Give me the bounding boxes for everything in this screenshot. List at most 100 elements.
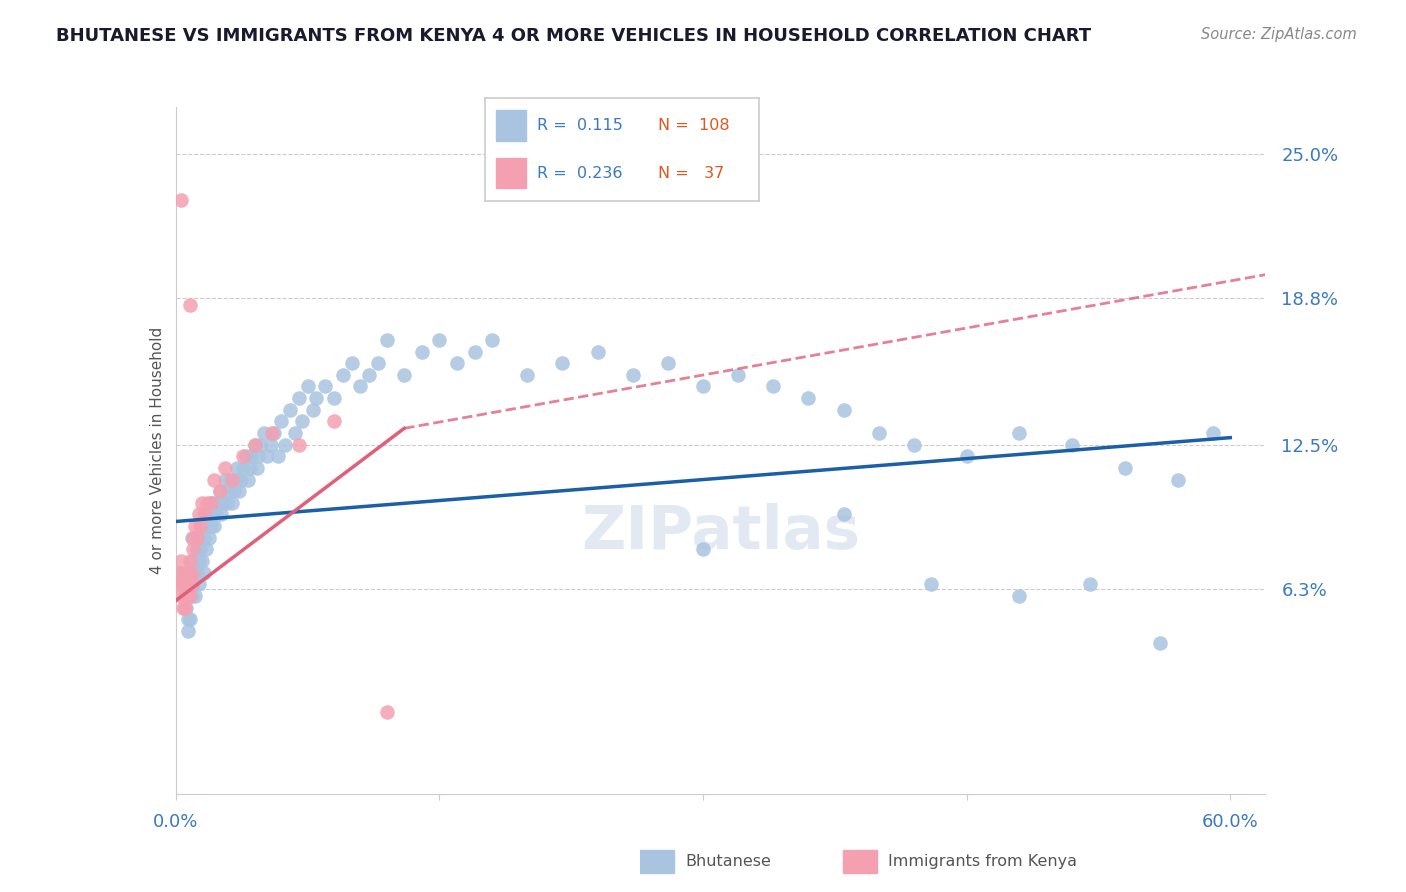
- Point: [225, 473, 247, 487]
- Bar: [842, 850, 877, 873]
- Text: N =  108: N = 108: [658, 119, 730, 133]
- Point: [305, 391, 328, 405]
- Point: [260, 437, 283, 451]
- Point: [323, 414, 346, 428]
- Point: [194, 542, 217, 557]
- Point: [179, 566, 201, 580]
- Point: [191, 554, 214, 568]
- Bar: [496, 111, 526, 141]
- Point: [291, 414, 314, 428]
- Point: [921, 577, 943, 591]
- Text: ZIPatlas: ZIPatlas: [581, 503, 860, 562]
- Point: [221, 496, 243, 510]
- Point: [236, 473, 259, 487]
- Point: [201, 508, 224, 522]
- Point: [180, 566, 202, 580]
- Point: [832, 402, 855, 417]
- Point: [183, 554, 205, 568]
- Point: [172, 577, 194, 591]
- Point: [427, 333, 450, 347]
- Point: [1008, 425, 1031, 440]
- Text: Immigrants from Kenya: Immigrants from Kenya: [889, 855, 1077, 869]
- Point: [204, 473, 226, 487]
- Point: [170, 554, 193, 568]
- Point: [205, 508, 228, 522]
- Point: [231, 461, 254, 475]
- Point: [170, 589, 193, 603]
- Point: [903, 437, 925, 451]
- Point: [692, 379, 714, 393]
- Point: [188, 519, 212, 533]
- Point: [208, 484, 231, 499]
- Point: [239, 461, 262, 475]
- Point: [302, 402, 325, 417]
- Point: [180, 577, 202, 591]
- Text: Source: ZipAtlas.com: Source: ZipAtlas.com: [1201, 27, 1357, 42]
- Point: [183, 577, 205, 591]
- Point: [170, 193, 193, 207]
- Point: [187, 554, 209, 568]
- Point: [179, 298, 201, 312]
- Point: [195, 508, 219, 522]
- Point: [169, 577, 191, 591]
- Point: [200, 496, 222, 510]
- Point: [200, 519, 222, 533]
- Point: [727, 368, 749, 382]
- Point: [214, 473, 236, 487]
- Point: [278, 402, 301, 417]
- Point: [270, 414, 292, 428]
- Point: [231, 450, 254, 464]
- Point: [208, 484, 231, 499]
- Point: [179, 589, 201, 603]
- Point: [288, 437, 311, 451]
- Point: [246, 461, 269, 475]
- Point: [349, 379, 371, 393]
- Point: [288, 391, 311, 405]
- Text: BHUTANESE VS IMMIGRANTS FROM KENYA 4 OR MORE VEHICLES IN HOUSEHOLD CORRELATION C: BHUTANESE VS IMMIGRANTS FROM KENYA 4 OR …: [56, 27, 1091, 45]
- Point: [184, 589, 207, 603]
- Point: [186, 566, 208, 580]
- Point: [207, 496, 229, 510]
- Text: 0.0%: 0.0%: [153, 813, 198, 830]
- Point: [173, 600, 195, 615]
- Text: N =   37: N = 37: [658, 166, 724, 180]
- Point: [170, 566, 193, 580]
- Point: [1167, 473, 1189, 487]
- Point: [193, 508, 215, 522]
- Point: [228, 484, 250, 499]
- Bar: [640, 850, 675, 873]
- Point: [212, 496, 235, 510]
- Point: [173, 589, 195, 603]
- Text: Bhutanese: Bhutanese: [685, 855, 770, 869]
- Point: [240, 450, 263, 464]
- Point: [179, 554, 201, 568]
- Point: [187, 508, 209, 522]
- Bar: [496, 158, 526, 188]
- Point: [219, 473, 242, 487]
- Point: [183, 566, 205, 580]
- Point: [314, 379, 336, 393]
- Point: [762, 379, 785, 393]
- Point: [297, 379, 319, 393]
- Point: [174, 577, 197, 591]
- Point: [621, 368, 644, 382]
- Point: [184, 531, 207, 545]
- Point: [1202, 425, 1225, 440]
- Point: [243, 437, 266, 451]
- Point: [253, 425, 276, 440]
- Point: [797, 391, 820, 405]
- Text: 60.0%: 60.0%: [1202, 813, 1258, 830]
- Point: [215, 496, 238, 510]
- Point: [956, 450, 979, 464]
- Point: [464, 344, 486, 359]
- Point: [186, 542, 208, 557]
- Point: [229, 473, 252, 487]
- Point: [177, 612, 200, 626]
- Point: [198, 531, 221, 545]
- Point: [188, 542, 212, 557]
- Point: [551, 356, 574, 370]
- Point: [217, 484, 239, 499]
- Point: [193, 566, 215, 580]
- Point: [332, 368, 354, 382]
- Point: [284, 425, 307, 440]
